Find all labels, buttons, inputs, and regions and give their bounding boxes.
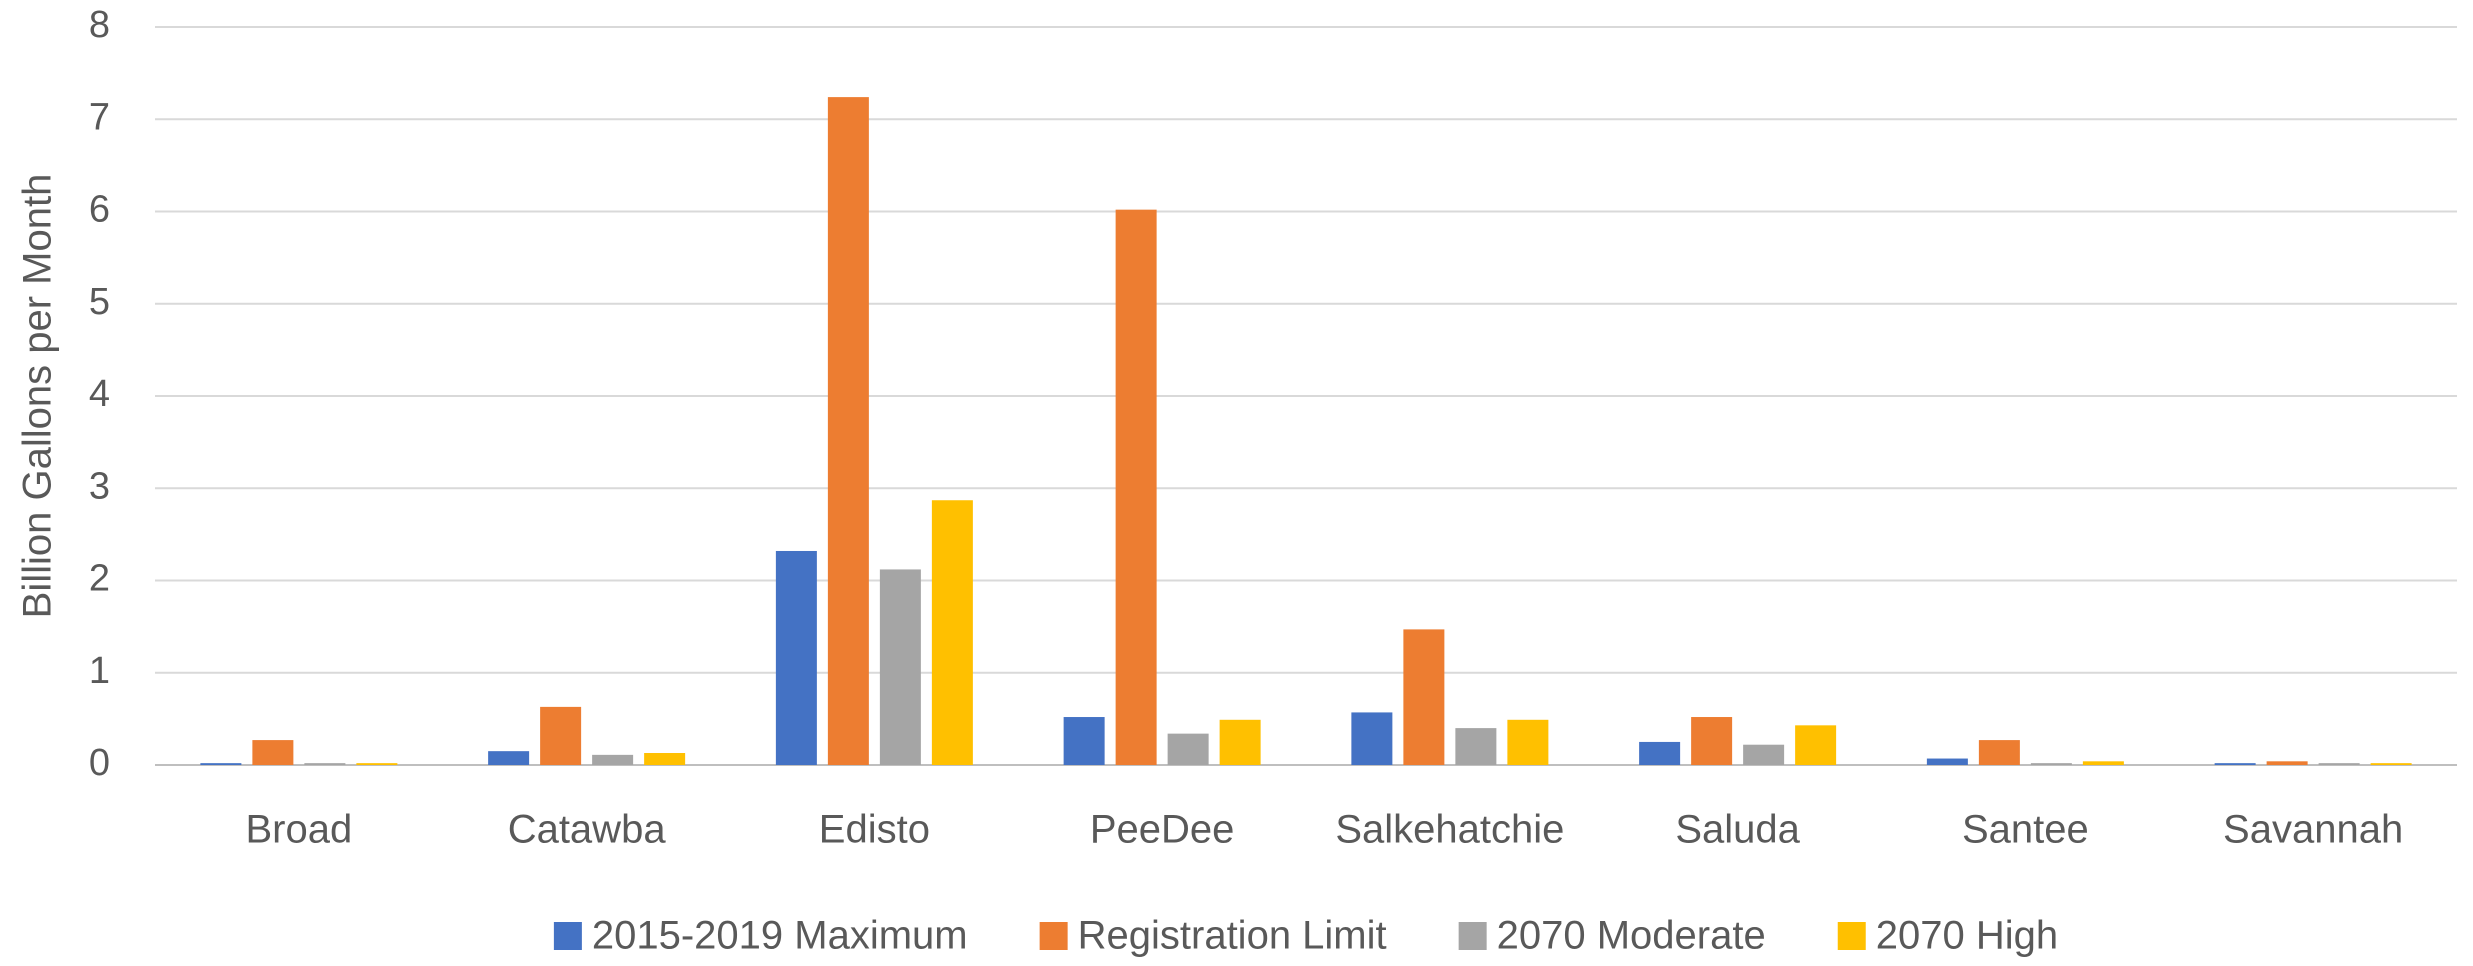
y-tick-label: 5: [89, 281, 110, 323]
y-tick-label: 3: [89, 465, 110, 507]
y-tick-label: 1: [89, 650, 110, 692]
legend-label: 2070 Moderate: [1497, 914, 1766, 958]
y-tick-label: 6: [89, 189, 110, 231]
bar: [775, 550, 817, 765]
bar: [304, 763, 346, 765]
bar: [1219, 719, 1261, 765]
bar: [252, 740, 294, 765]
bar: [1978, 740, 2020, 765]
legend-swatch: [1837, 922, 1866, 950]
x-tick-label: Catawba: [508, 808, 667, 852]
bar: [1507, 719, 1549, 765]
bar: [488, 751, 530, 765]
x-tick-label: Savannah: [2223, 808, 2403, 852]
legend-swatch: [553, 922, 582, 950]
bar: [1351, 712, 1393, 765]
bar: [1691, 717, 1733, 765]
bar: [1926, 758, 1968, 765]
y-tick-label: 0: [89, 742, 110, 784]
bar: [2030, 763, 2072, 765]
bar: [200, 763, 242, 765]
bar: [1063, 717, 1105, 765]
bar: [931, 500, 973, 765]
x-tick-label: Broad: [246, 808, 353, 852]
legend-swatch: [1039, 922, 1068, 950]
legend-label: 2015-2019 Maximum: [592, 914, 968, 958]
y-tick-label: 4: [89, 373, 110, 415]
bar: [827, 97, 869, 766]
y-tick-label: 7: [89, 96, 110, 138]
bar: [540, 706, 582, 765]
legend-label: Registration Limit: [1078, 914, 1387, 958]
bar: [2370, 763, 2412, 765]
legend-label: 2070 High: [1876, 914, 2058, 958]
x-tick-label: Santee: [1962, 808, 2089, 852]
bar: [1455, 728, 1497, 765]
bar: [644, 753, 686, 765]
bar: [1167, 733, 1209, 765]
bar: [2266, 761, 2308, 765]
y-tick-label: 2: [89, 558, 110, 600]
bar: [356, 763, 398, 765]
bar: [592, 754, 634, 765]
legend-swatch: [1458, 922, 1487, 950]
bar: [1639, 741, 1681, 765]
x-tick-label: Salkehatchie: [1335, 808, 1564, 852]
bar: [2214, 763, 2256, 765]
bar: [1743, 744, 1785, 765]
x-tick-label: Saluda: [1675, 808, 1800, 852]
bar: [1795, 725, 1837, 765]
bar: [2082, 761, 2124, 765]
x-tick-label: Edisto: [819, 808, 930, 852]
bar: [879, 569, 921, 765]
bar: [2318, 763, 2360, 765]
y-axis-label: Billion Gallons per Month: [16, 174, 60, 619]
y-tick-label: 8: [89, 4, 110, 46]
bar: [1115, 209, 1157, 765]
x-tick-label: PeeDee: [1090, 808, 1235, 852]
bar: [1403, 629, 1445, 765]
